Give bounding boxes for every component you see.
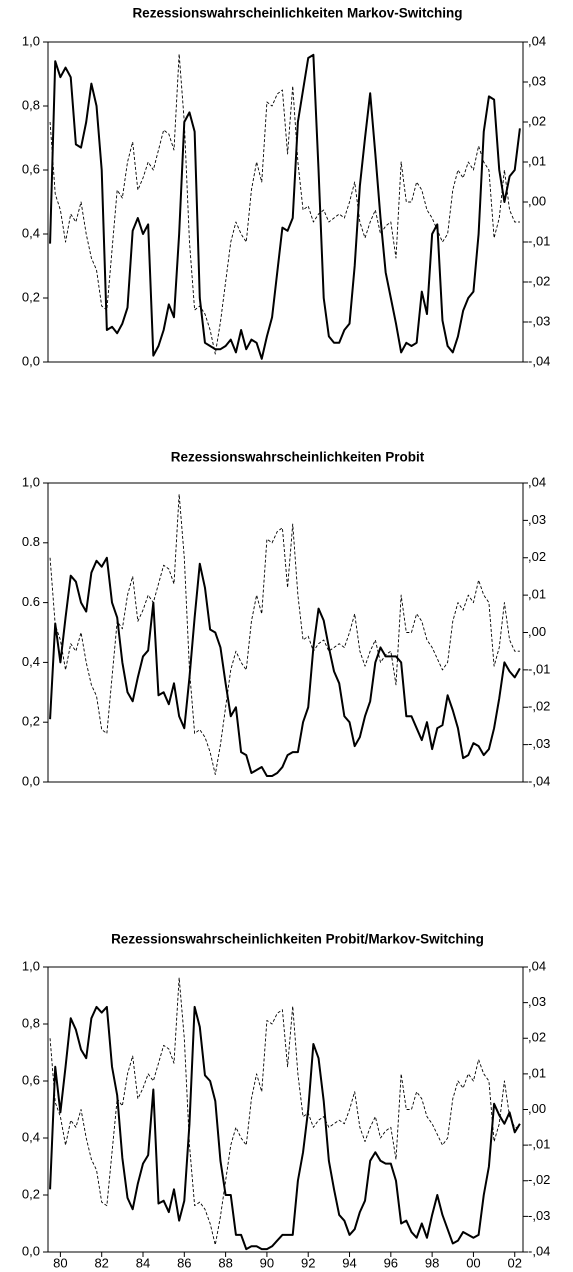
x-tick-label: 94: [342, 1255, 356, 1270]
y-tick-label: 0,2: [22, 714, 40, 729]
x-tick-label: 96: [384, 1255, 398, 1270]
y-tick-label: 0,4: [22, 1129, 40, 1144]
x-tick-label: 90: [260, 1255, 274, 1270]
y2-tick-label: -,02: [528, 273, 550, 288]
x-tick-label: 84: [136, 1255, 150, 1270]
solid-line: [49, 53, 521, 360]
x-tick-label: 00: [466, 1255, 480, 1270]
y2-tick-label: ,00: [528, 1101, 546, 1116]
solid-line: [49, 556, 521, 778]
chart-title: Rezessionswahrscheinlichkeiten Probit: [171, 450, 425, 465]
y-tick-label: 0,6: [22, 1072, 40, 1087]
y-tick-label: 1,0: [22, 33, 40, 48]
chart-title: Rezessionswahrscheinlichkeiten Markov-Sw…: [132, 6, 462, 21]
y-tick-label: 0,0: [22, 773, 40, 788]
y2-tick-label: -,01: [528, 661, 550, 676]
y2-tick-label: -,04: [528, 773, 550, 788]
y2-tick-label: -,01: [528, 1137, 550, 1152]
y2-tick-label: ,01: [528, 587, 546, 602]
y-tick-label: 0,2: [22, 289, 40, 304]
y2-tick-label: -,02: [528, 1172, 550, 1187]
y2-tick-label: ,01: [528, 1065, 546, 1080]
y2-tick-label: ,03: [528, 73, 546, 88]
x-tick-label: 88: [218, 1255, 232, 1270]
y2-tick-label: -,03: [528, 313, 550, 328]
solid-line: [49, 1005, 521, 1251]
y-tick-label: 0,2: [22, 1186, 40, 1201]
y2-tick-label: ,04: [528, 33, 546, 48]
x-tick-label: 86: [177, 1255, 191, 1270]
y2-tick-label: -,04: [528, 1243, 550, 1258]
dashed-line: [49, 493, 520, 775]
chart-title: Rezessionswahrscheinlichkeiten Probit/Ma…: [111, 932, 484, 947]
y2-tick-label: ,02: [528, 113, 546, 128]
y-tick-label: 0,8: [22, 1015, 40, 1030]
y-tick-label: 0,0: [22, 353, 40, 368]
x-tick-label: 98: [425, 1255, 439, 1270]
y-tick-label: 0,4: [22, 654, 40, 669]
x-tick-label: 80: [53, 1255, 67, 1270]
x-tick-label: 92: [301, 1255, 315, 1270]
y-tick-label: 0,8: [22, 97, 40, 112]
y-tick-label: 0,4: [22, 225, 40, 240]
y-tick-label: 0.6: [22, 594, 40, 609]
y2-tick-label: ,02: [528, 1030, 546, 1045]
y2-tick-label: ,00: [528, 193, 546, 208]
y-tick-label: 0.8: [22, 534, 40, 549]
dashed-line: [49, 977, 520, 1246]
y2-tick-label: ,03: [528, 512, 546, 527]
y2-tick-label: -,03: [528, 1208, 550, 1223]
y2-tick-label: -,01: [528, 233, 550, 248]
dashed-line: [49, 53, 520, 355]
y-tick-label: 0,6: [22, 161, 40, 176]
y2-tick-label: ,00: [528, 624, 546, 639]
y2-tick-label: ,03: [528, 994, 546, 1009]
y-tick-label: 1,0: [22, 474, 40, 489]
x-tick-label: 82: [94, 1255, 108, 1270]
y2-tick-label: ,02: [528, 549, 546, 564]
y-tick-label: 0,0: [22, 1243, 40, 1258]
y2-tick-label: ,04: [528, 474, 546, 489]
y2-tick-label: ,04: [528, 958, 546, 973]
x-tick-label: 02: [508, 1255, 522, 1270]
y2-tick-label: -,04: [528, 353, 550, 368]
y-tick-label: 1,0: [22, 958, 40, 973]
y2-tick-label: -,02: [528, 699, 550, 714]
y2-tick-label: -,03: [528, 736, 550, 751]
y2-tick-label: ,01: [528, 153, 546, 168]
